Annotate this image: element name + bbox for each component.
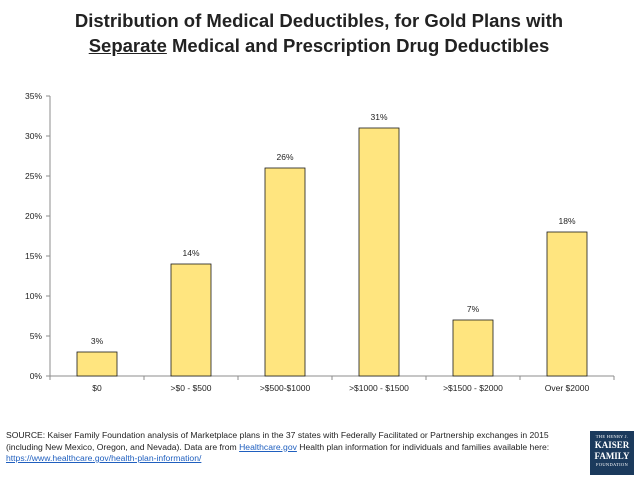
logo-line1: THE HENRY J. [595, 434, 629, 439]
x-tick-label: >$1500 - $2000 [443, 383, 503, 393]
chart-title-line2-rest: Medical and Prescription Drug Deductible… [166, 35, 550, 56]
x-tick-label: $0 [92, 383, 102, 393]
chart-title-line1: Distribution of Medical Deductibles, for… [74, 10, 564, 31]
x-tick-label: >$0 - $500 [171, 383, 212, 393]
chart-title: Distribution of Medical Deductibles, for… [0, 8, 638, 58]
bar-chart: 0% 5% 10% 15% 20% 25% 30% 35% 3% $0 14% >$0 - $500 2… [25, 91, 615, 393]
y-tick-label: 15% [25, 251, 42, 261]
source-text-2: Health plan information for individuals … [296, 441, 550, 452]
source-text-1: SOURCE: Kaiser Family Foundation analysi… [6, 430, 549, 452]
y-tick-label: 35% [25, 91, 42, 101]
logo-line2a: KAISER [594, 440, 630, 450]
bar [170, 263, 212, 377]
bar [452, 319, 494, 377]
y-tick-label: 30% [25, 131, 42, 141]
bar [76, 351, 118, 377]
bar [546, 231, 588, 377]
x-tick-label: Over $2000 [545, 383, 590, 393]
chart-title-underlined-word: Separate [88, 35, 167, 56]
y-tick-label: 0% [30, 371, 43, 381]
x-tick-label: >$1000 - $1500 [349, 383, 409, 393]
bar [358, 127, 400, 377]
data-label: 31% [370, 112, 387, 122]
logo-line3: FOUNDATION [596, 462, 628, 467]
y-tick-label: 10% [25, 291, 42, 301]
kff-logo: THE HENRY J. KAISER FAMILY FOUNDATION [590, 431, 634, 475]
data-label: 18% [558, 216, 575, 226]
bar [264, 167, 306, 377]
healthcare-gov-link[interactable]: Healthcare.gov [239, 441, 297, 452]
data-label: 26% [276, 152, 293, 162]
y-tick-label: 25% [25, 171, 42, 181]
source-note: SOURCE: Kaiser Family Foundation analysi… [6, 430, 586, 465]
data-label: 3% [91, 336, 104, 346]
y-tick-label: 20% [25, 211, 42, 221]
logo-line2b: FAMILY [594, 451, 630, 461]
data-label: 7% [467, 304, 480, 314]
data-label: 14% [182, 248, 199, 258]
chart-title-line2: Separate Medical and Prescription Drug D… [0, 33, 638, 58]
x-tick-label: >$500-$1000 [260, 383, 311, 393]
y-tick-label: 5% [30, 331, 43, 341]
health-plan-info-link[interactable]: https://www.healthcare.gov/health-plan-i… [6, 453, 202, 463]
